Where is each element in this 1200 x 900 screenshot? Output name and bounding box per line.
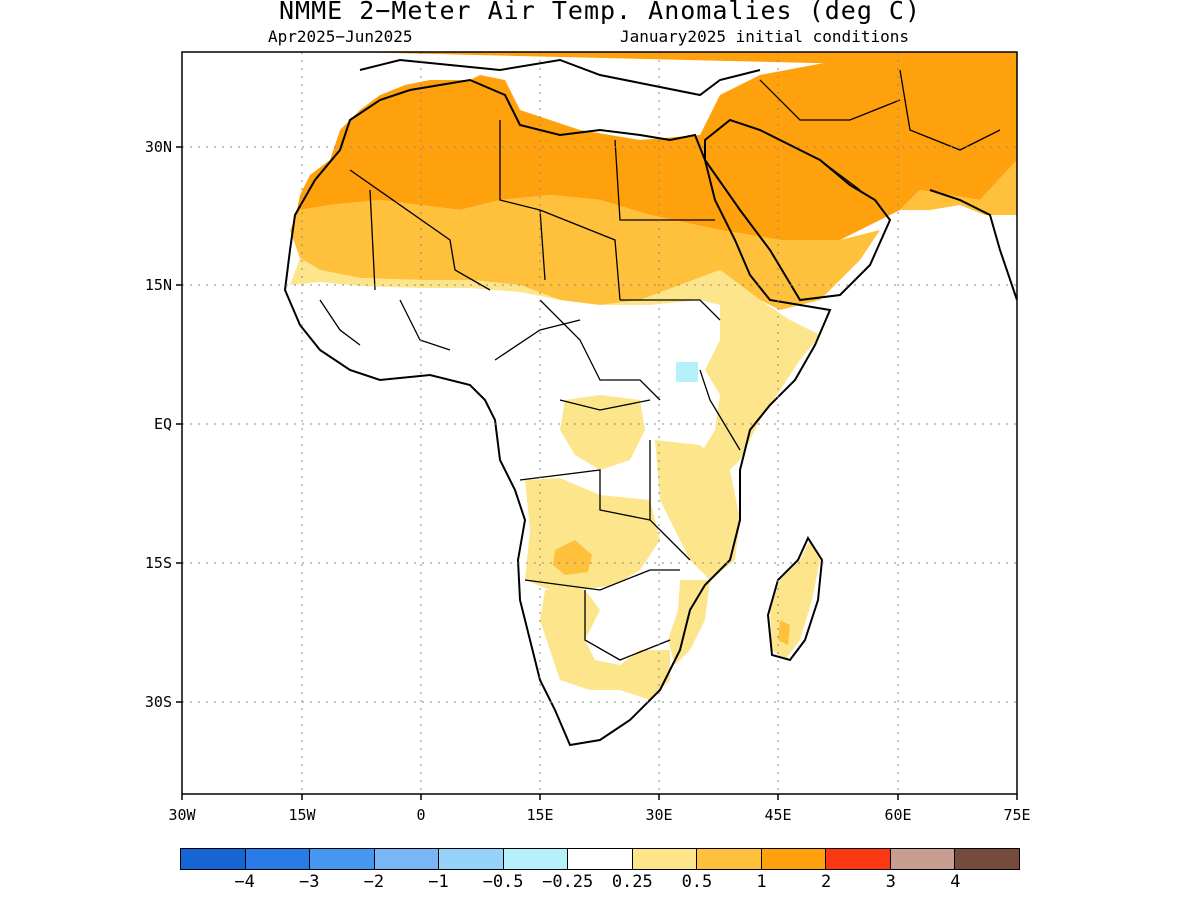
colorbar-swatch [181, 849, 246, 869]
lon-label-45e: 45E [764, 806, 791, 824]
lat-label-15n: 15N [145, 276, 172, 294]
lon-label-60e: 60E [884, 806, 911, 824]
anomaly-region-sahara [290, 195, 880, 310]
colorbar-swatch [761, 849, 827, 869]
map-frame [181, 51, 1018, 795]
colorbar-label: 0.25 [611, 872, 653, 892]
colorbar-swatch [890, 849, 956, 869]
coastline-india [929, 189, 1017, 301]
anomaly-region-negative [676, 362, 698, 382]
colorbar-label: 0.5 [681, 872, 713, 892]
colorbar-label: 2 [821, 872, 832, 892]
lon-label-15e: 15E [526, 806, 553, 824]
colorbar-swatch [310, 849, 375, 869]
colorbar-swatch [439, 849, 504, 869]
coastlines [283, 58, 1017, 747]
anomaly-region-central [560, 395, 645, 470]
coastline-madagascar [766, 535, 824, 662]
map-title: NMME 2−Meter Air Temp. Anomalies (deg C) [278, 0, 922, 25]
lon-label-30e: 30E [645, 806, 672, 824]
anomaly-region-madagascar-core [778, 620, 790, 645]
graticule [182, 52, 1017, 794]
tick-marks [176, 146, 1018, 800]
colorbar-swatch [374, 849, 440, 869]
coastline-mediterranean [359, 58, 761, 97]
lat-label-15s: 15S [145, 554, 172, 572]
colorbar-swatch [245, 849, 311, 869]
lat-label-eq: EQ [154, 415, 172, 433]
initial-conditions: January2025 initial conditions [620, 27, 909, 46]
colorbar [180, 848, 1020, 870]
lon-label-75e: 75E [1003, 806, 1030, 824]
latitude-labels: 30N 15N EQ 15S 30S [145, 138, 172, 711]
colorbar-swatch [826, 849, 891, 869]
colorbar-label: 3 [885, 872, 896, 892]
longitude-labels: 30W 15W 0 15E 30E 45E 60E 75E [168, 806, 1030, 824]
anomaly-region-angola-core [553, 540, 592, 575]
colorbar-label: −4 [234, 872, 255, 892]
lon-label-0: 0 [416, 806, 425, 824]
anomaly-shading [290, 52, 1017, 700]
colorbar-label: −0.25 [542, 872, 594, 892]
colorbar-label: −3 [298, 872, 320, 892]
colorbar-swatch [955, 849, 1019, 869]
anomaly-region-mozambique [668, 580, 710, 665]
colorbar-label: −2 [363, 872, 385, 892]
anomaly-region-angola [525, 478, 660, 590]
anomaly-region-southafrica [540, 590, 670, 700]
anomaly-region-north [295, 52, 1017, 240]
anomaly-region-sahel [290, 258, 760, 310]
coastline-arabia [704, 118, 892, 302]
country-borders [319, 69, 1001, 661]
lat-label-30s: 30S [145, 693, 172, 711]
coastline-africa [283, 78, 832, 747]
forecast-period: Apr2025−Jun2025 [268, 27, 413, 46]
colorbar-label: 4 [950, 872, 961, 892]
anomaly-region-persia [900, 160, 1017, 215]
colorbar-label: 1 [756, 872, 767, 892]
lat-label-30n: 30N [145, 138, 172, 156]
colorbar-swatch [697, 849, 762, 869]
anomaly-region-eastcoast [655, 440, 740, 580]
lon-label-30w: 30W [168, 806, 196, 824]
colorbar-swatch [503, 849, 569, 869]
colorbar-label: −0.5 [482, 872, 524, 892]
lon-label-15w: 15W [288, 806, 316, 824]
anomaly-region-horn [700, 300, 820, 480]
colorbar-swatch [568, 849, 633, 869]
colorbar-swatch [632, 849, 698, 869]
colorbar-label: −1 [428, 872, 449, 892]
